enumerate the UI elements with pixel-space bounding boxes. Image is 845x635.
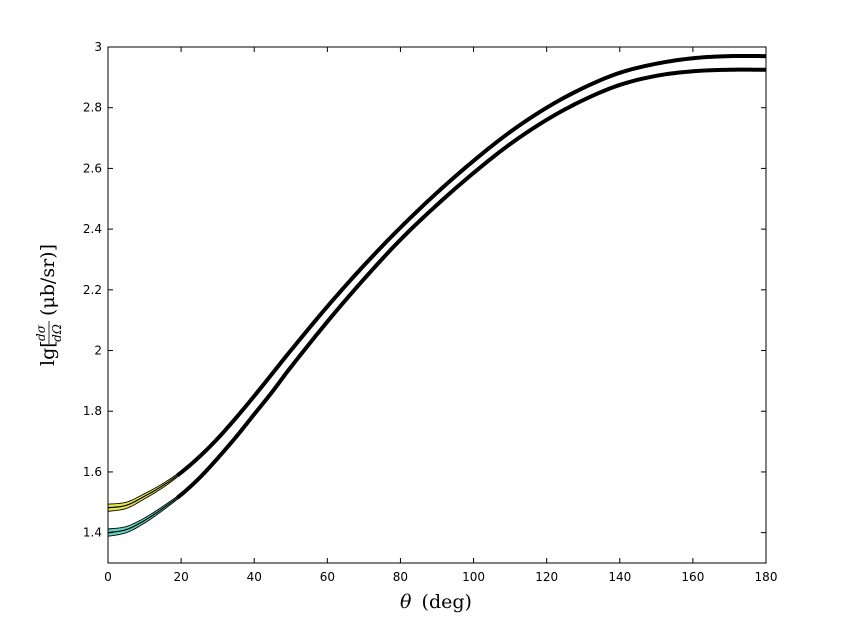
x-tick-label: 160: [681, 570, 704, 584]
series-band-1: [107, 54, 767, 512]
series-center-1: [107, 456, 200, 509]
x-tick-label: 100: [462, 570, 485, 584]
x-tick-label: 40: [247, 570, 262, 584]
x-tick-label: 60: [320, 570, 335, 584]
x-tick-label: 120: [535, 570, 558, 584]
x-axis-unit: (deg): [422, 591, 472, 613]
y-axis-ticks: 1.4 1.6 1.8 2 2.2 2.4 2.6 2.8 3: [83, 40, 766, 540]
y-tick-label: 1.4: [83, 526, 102, 540]
x-axis-symbol: θ: [400, 591, 412, 613]
x-axis-label: θ (deg): [400, 591, 472, 613]
x-axis-ticks: 0 20 40 60 80 100 120 140 160 180: [104, 47, 777, 584]
y-axis-label: lg[ dσ dΩ (μb/sr)]: [34, 244, 64, 366]
y-axis-prefix: lg[: [37, 340, 59, 366]
y-tick-label: 1.6: [83, 465, 102, 479]
y-axis-unit: (μb/sr)]: [37, 244, 59, 316]
y-tick-label: 3: [94, 40, 102, 54]
y-tick-label: 2: [94, 344, 102, 358]
x-tick-label: 80: [393, 570, 408, 584]
series-line-1: [176, 53, 767, 477]
series-line-2: [176, 67, 766, 500]
x-tick-label: 180: [755, 570, 778, 584]
y-tick-label: 2.4: [83, 222, 102, 236]
x-tick-label: 0: [104, 570, 112, 584]
y-axis-fraction-numerator: dσ: [34, 324, 48, 341]
y-tick-label: 2.8: [83, 101, 102, 115]
y-tick-label: 1.8: [83, 404, 102, 418]
plot-frame: [107, 46, 767, 564]
y-tick-label: 2.6: [83, 161, 102, 175]
uncertainty-bands: [107, 54, 767, 537]
series-center-2: [107, 477, 200, 534]
series-band-2: [107, 68, 767, 537]
x-tick-label: 20: [173, 570, 188, 584]
y-axis-fraction-denominator: dΩ: [50, 324, 64, 342]
series-lines: [107, 53, 767, 534]
y-tick-label: 2.2: [83, 283, 102, 297]
x-tick-label: 140: [608, 570, 631, 584]
